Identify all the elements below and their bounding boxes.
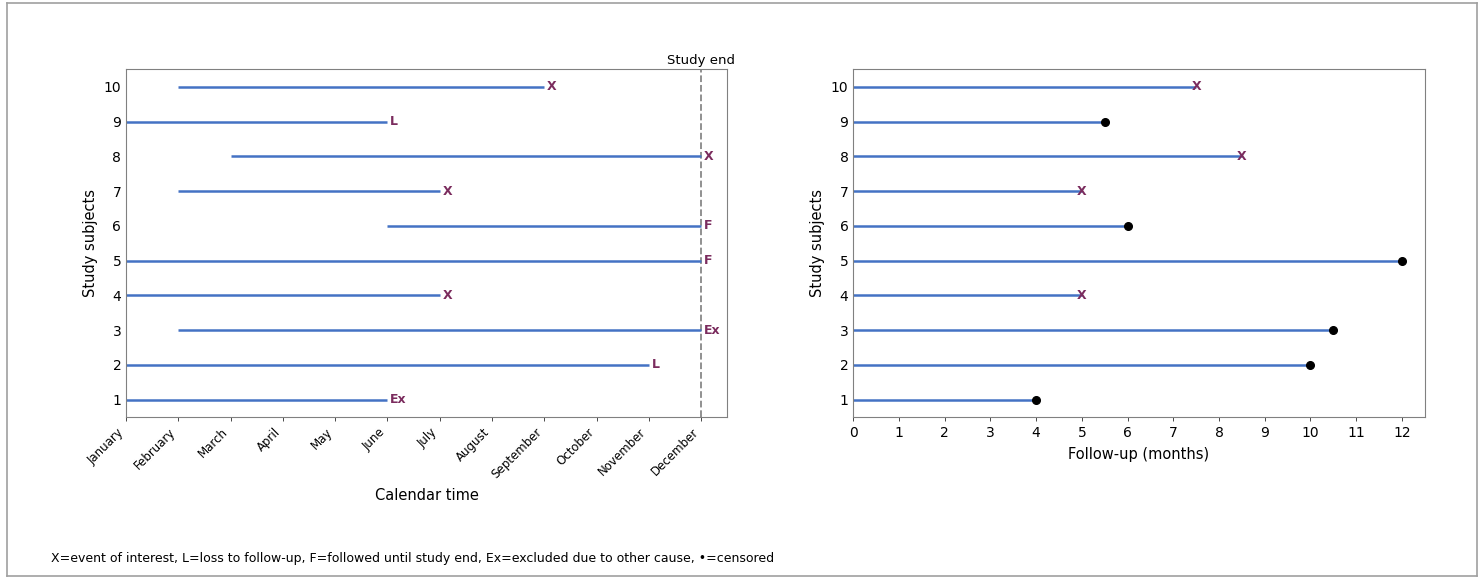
Text: X: X [1192, 80, 1201, 93]
Text: L: L [651, 358, 659, 371]
Text: F: F [703, 254, 712, 267]
Text: X: X [703, 150, 714, 163]
Text: X: X [442, 185, 453, 197]
X-axis label: Follow-up (months): Follow-up (months) [1068, 447, 1209, 462]
Text: X: X [1238, 150, 1247, 163]
Text: X: X [442, 289, 453, 302]
Text: Ex: Ex [390, 393, 407, 406]
Text: Study end: Study end [666, 54, 735, 67]
Text: F: F [703, 219, 712, 232]
Y-axis label: Study subjects: Study subjects [83, 189, 98, 297]
Text: X: X [1077, 289, 1086, 302]
Text: X: X [548, 80, 556, 93]
Text: X=event of interest, L=loss to follow-up, F=followed until study end, Ex=exclude: X=event of interest, L=loss to follow-up… [52, 552, 775, 565]
Text: L: L [390, 115, 398, 128]
Text: Ex: Ex [703, 324, 720, 336]
X-axis label: Calendar time: Calendar time [375, 488, 478, 503]
Text: X: X [1077, 185, 1086, 197]
Y-axis label: Study subjects: Study subjects [810, 189, 825, 297]
